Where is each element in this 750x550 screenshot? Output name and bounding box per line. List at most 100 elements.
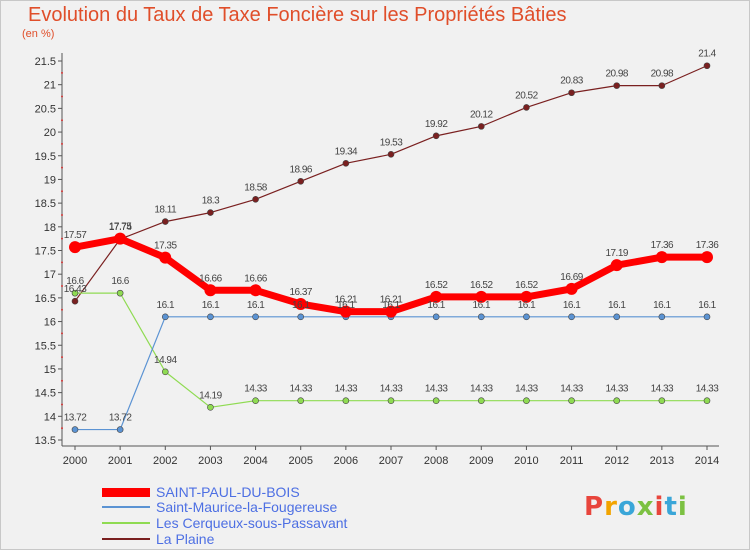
data-label: 16.1: [337, 300, 355, 311]
data-point: [294, 298, 307, 311]
data-label: 16.1: [292, 300, 310, 311]
legend-swatch: [102, 522, 150, 524]
data-label: 13.72: [109, 413, 132, 424]
data-point: [430, 290, 443, 303]
y-tick-label: 15.5: [35, 340, 56, 352]
data-label: 19.34: [335, 146, 358, 157]
data-label: 16.52: [515, 280, 538, 291]
data-point: [161, 313, 169, 321]
x-tick-label: 2002: [153, 455, 177, 467]
data-point: [252, 196, 259, 203]
x-tick-label: 2007: [379, 455, 403, 467]
y-tick-label: 17: [44, 269, 56, 281]
data-point: [658, 82, 666, 89]
y-tick-label: 20: [44, 127, 56, 139]
y-minor-tick: [61, 142, 63, 145]
logo-letter: x: [636, 492, 655, 522]
data-point: [297, 397, 305, 404]
data-label: 16.66: [199, 273, 222, 284]
x-tick-label: 2009: [469, 455, 493, 467]
data-point: [207, 404, 214, 411]
data-point: [342, 397, 350, 404]
data-point: [249, 284, 262, 297]
data-label: 14.33: [335, 384, 358, 395]
data-label: 16.21: [380, 295, 403, 306]
data-point: [610, 259, 623, 272]
data-point: [475, 290, 488, 303]
y-tick-label: 16: [44, 317, 56, 329]
data-point: [655, 251, 668, 264]
data-label: 16.1: [698, 300, 716, 311]
y-tick-label: 19: [44, 174, 56, 186]
data-label: 17.74: [109, 222, 132, 233]
chart-title: Evolution du Taux de Taxe Foncière sur l…: [28, 4, 567, 26]
x-tick-label: 2011: [560, 455, 584, 467]
y-minor-tick: [61, 308, 63, 311]
data-label: 18.58: [244, 182, 267, 193]
data-label: 17.57: [64, 230, 87, 241]
logo-letter: r: [604, 492, 618, 522]
data-point: [161, 368, 169, 376]
data-point: [613, 82, 621, 89]
data-point: [658, 397, 666, 404]
y-minor-tick: [61, 285, 63, 288]
y-tick-label: 21: [44, 80, 56, 92]
x-tick-label: 2014: [695, 455, 719, 467]
data-label: 17.36: [651, 240, 674, 251]
data-point: [523, 313, 530, 321]
legend-swatch: [102, 506, 150, 508]
x-tick-label: 2005: [288, 455, 312, 467]
y-minor-tick: [61, 332, 63, 335]
data-point: [204, 284, 217, 297]
data-label: 14.33: [696, 384, 719, 395]
legend-item-les-cerqueux-sous-passavant: Les Cerqueux-sous-Passavant: [102, 515, 347, 531]
data-label: 14.33: [244, 384, 267, 395]
data-point: [252, 397, 259, 404]
data-point: [252, 313, 259, 321]
data-label: 16.69: [560, 272, 583, 283]
y-tick-label: 14.5: [35, 388, 56, 400]
legend-label: SAINT-PAUL-DU-BOIS: [156, 484, 300, 500]
data-point: [568, 397, 575, 404]
data-point: [297, 313, 305, 321]
data-point: [432, 313, 440, 321]
legend-swatch: [102, 538, 150, 540]
y-tick-label: 13.5: [35, 435, 56, 447]
data-label: 16.1: [563, 300, 581, 311]
y-tick-label: 15: [44, 364, 56, 376]
data-label: 14.33: [380, 384, 403, 395]
data-label: 16.1: [202, 300, 220, 311]
data-point: [342, 160, 350, 167]
data-label: 17.35: [154, 241, 177, 252]
data-point: [523, 104, 530, 111]
data-label: 14.33: [605, 384, 628, 395]
x-tick-label: 2001: [108, 455, 132, 467]
y-tick-label: 19.5: [35, 151, 56, 163]
legend-label: La Plaine: [156, 531, 215, 547]
y-tick-label: 20.5: [35, 103, 56, 115]
y-tick-label: 21.5: [35, 56, 56, 68]
data-label: 18.96: [289, 164, 312, 175]
data-label: 17.19: [605, 248, 628, 259]
data-label: 16.1: [157, 300, 175, 311]
series-line: [75, 316, 707, 431]
data-point: [477, 313, 485, 321]
data-point: [568, 89, 575, 97]
data-label: 20.98: [605, 69, 628, 80]
legend-swatch: [102, 487, 150, 497]
data-point: [114, 232, 127, 245]
data-point: [432, 397, 440, 404]
data-label: 20.83: [560, 76, 583, 87]
data-point: [116, 426, 124, 433]
y-minor-tick: [61, 261, 63, 264]
data-point: [387, 151, 395, 158]
data-label: 19.53: [380, 137, 403, 148]
logo-letter: i: [677, 492, 688, 522]
y-tick-label: 16.5: [35, 293, 56, 305]
data-label: 16.1: [653, 300, 671, 311]
proxiti-logo: Proxiti: [584, 492, 688, 522]
legend-label: Les Cerqueux-sous-Passavant: [156, 515, 348, 531]
data-label: 16.1: [518, 300, 536, 311]
data-point: [613, 313, 621, 321]
y-minor-tick: [61, 166, 63, 169]
